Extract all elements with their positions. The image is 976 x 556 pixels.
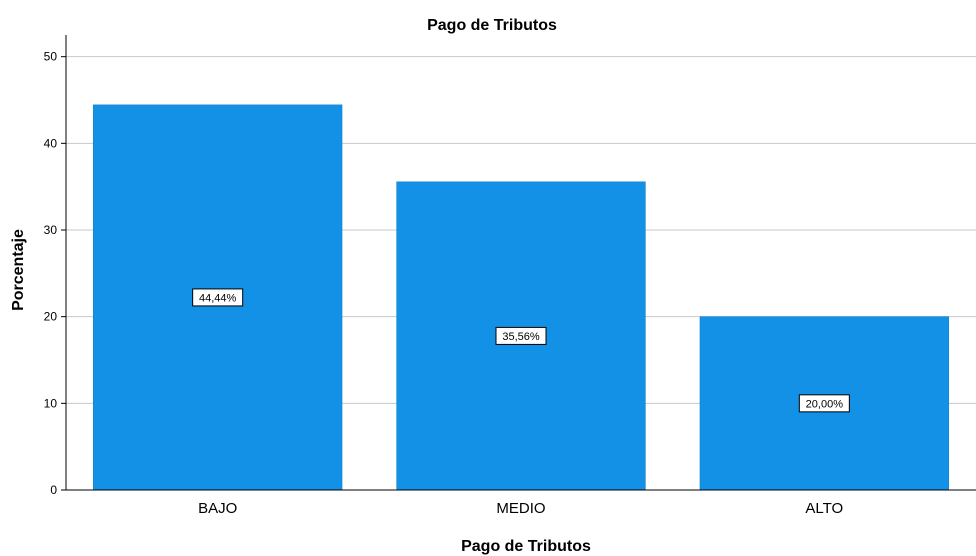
data-label: 20,00% bbox=[806, 398, 844, 410]
y-tick-label: 0 bbox=[50, 483, 57, 497]
x-axis-title: Pago de Tributos bbox=[461, 538, 591, 555]
y-tick-label: 50 bbox=[44, 50, 58, 64]
data-label: 44,44% bbox=[199, 292, 237, 304]
x-tick-label: MEDIO bbox=[496, 500, 545, 517]
data-label-box bbox=[192, 288, 244, 307]
y-tick-label: 10 bbox=[44, 396, 58, 410]
y-ticks: 0 10 20 30 40 50 bbox=[44, 50, 66, 497]
x-tick-label: BAJO bbox=[198, 500, 237, 517]
axes bbox=[65, 35, 976, 491]
x-ticks: BAJO MEDIO ALTO bbox=[198, 500, 843, 517]
y-tick-label: 40 bbox=[44, 136, 58, 150]
data-label: 35,56% bbox=[502, 331, 540, 343]
data-labels: 44,44% 35,56% 20,00% bbox=[192, 288, 850, 413]
y-axis-title: Porcentaje bbox=[10, 229, 27, 311]
data-label-box bbox=[495, 326, 547, 345]
y-tick-label: 20 bbox=[44, 310, 58, 324]
x-tick-label: ALTO bbox=[805, 500, 843, 517]
data-label-box bbox=[798, 394, 850, 413]
y-tick-label: 30 bbox=[44, 223, 58, 237]
chart-title: Pago de Tributos bbox=[427, 17, 557, 34]
